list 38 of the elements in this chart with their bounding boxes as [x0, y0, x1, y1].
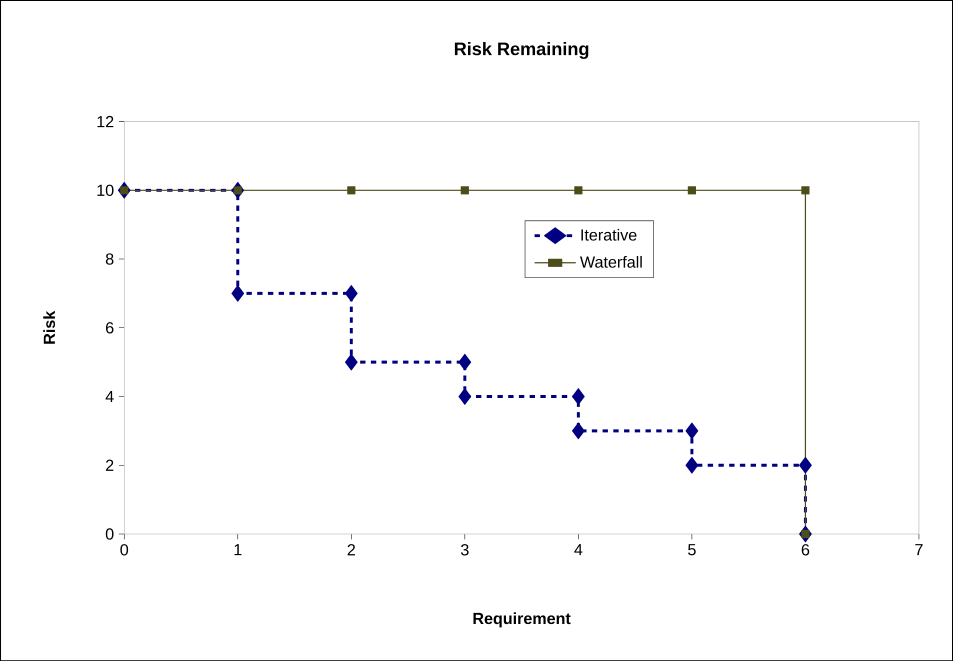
y-tick-label: 4 — [106, 390, 114, 402]
x-tick-label: 5 — [688, 544, 696, 556]
legend-label: Waterfall — [580, 256, 642, 268]
x-tick-label: 2 — [348, 544, 355, 556]
y-tick-label: 10 — [97, 184, 114, 196]
point — [344, 284, 358, 302]
point — [574, 186, 582, 194]
point — [688, 186, 696, 194]
x-tick-label: 3 — [460, 544, 469, 556]
x-tick-label: 7 — [915, 544, 923, 556]
point — [458, 354, 472, 370]
point — [347, 186, 356, 194]
chart-title: Risk Remaining — [454, 42, 588, 59]
point — [686, 422, 698, 440]
point — [801, 186, 810, 194]
point — [234, 186, 242, 194]
y-tick-label: 8 — [106, 253, 114, 265]
point — [460, 186, 469, 194]
y-tick-label: 12 — [97, 116, 114, 128]
point — [686, 456, 698, 474]
x-tick-label: 4 — [574, 544, 582, 556]
y-axis-title: Risk — [43, 310, 56, 344]
x-tick-label: 1 — [234, 544, 242, 556]
point — [231, 284, 244, 302]
point — [799, 456, 812, 474]
point — [120, 186, 128, 194]
y-tick-label: 6 — [106, 322, 114, 334]
legend-label: Iterative — [581, 228, 636, 241]
y-tick-label: 2 — [106, 460, 114, 471]
y-tick-label: 0 — [106, 528, 114, 540]
x-axis-title: Requirement — [473, 612, 571, 628]
point — [344, 354, 358, 370]
x-tick-label: 0 — [120, 544, 128, 556]
x-tick-label: 6 — [802, 544, 810, 556]
point — [572, 422, 585, 440]
point — [458, 388, 472, 405]
point — [801, 530, 810, 538]
point — [572, 388, 585, 405]
